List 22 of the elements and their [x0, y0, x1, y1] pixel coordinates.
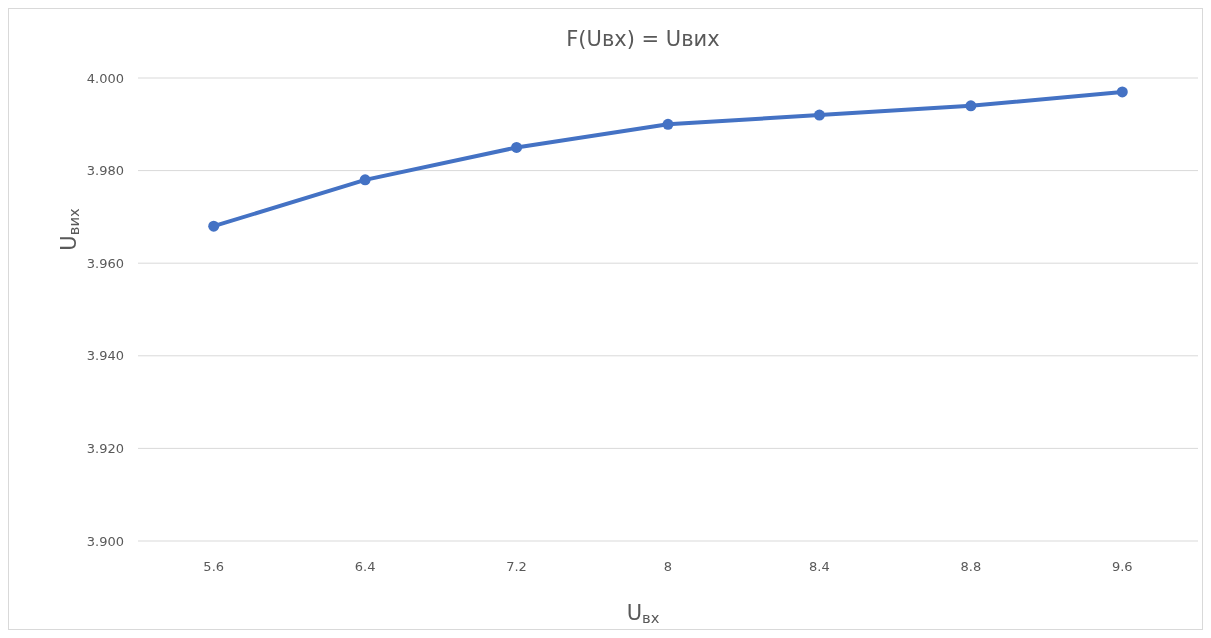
y-tick-label: 3.960: [86, 255, 124, 271]
x-tick-label: 8.8: [960, 559, 982, 574]
point: [965, 100, 977, 112]
point: [662, 118, 674, 130]
point: [208, 220, 220, 232]
x-tick-label: 6.4: [354, 559, 376, 574]
point: [359, 174, 371, 186]
point: [511, 141, 523, 153]
x-axis-title: U$_{вх}$: [626, 601, 660, 626]
y-tick-label: 3.940: [86, 348, 124, 364]
point: [1116, 86, 1128, 98]
x-tick-label: 8.4: [809, 559, 830, 574]
y-tick-label: 3.980: [86, 163, 124, 179]
x-tick-label: 9.6: [1111, 559, 1133, 574]
x-tick-label: 7.2: [506, 559, 527, 574]
x-tick-label: 8: [663, 559, 673, 574]
x-tick-label: 5.6: [203, 559, 225, 574]
y-tick-label: 4.000: [86, 70, 124, 86]
chart-title: F(Uвх) = Uвих: [566, 27, 720, 51]
y-tick-label: 3.900: [86, 533, 124, 549]
y-tick-label: 3.920: [86, 440, 124, 456]
point: [813, 109, 825, 121]
